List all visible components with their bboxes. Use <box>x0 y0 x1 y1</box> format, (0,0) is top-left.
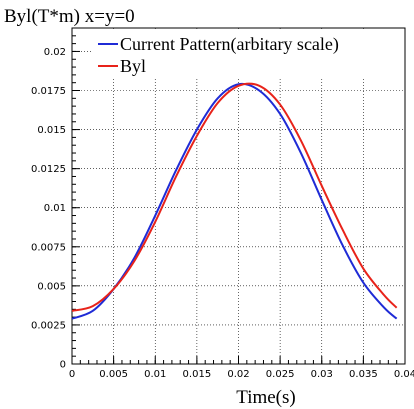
y-tick-label: 0.0175 <box>31 86 66 97</box>
chart-title: Byl(T*m) x=y=0 <box>4 6 135 27</box>
x-tick-label: 0.015 <box>183 369 212 380</box>
axes: 0 0.005 0.01 0.015 0.02 0.025 0.03 0.035 0.04 0 0.… <box>31 27 414 380</box>
grid <box>72 28 405 364</box>
series-line-0 <box>71 82 398 320</box>
x-tick-label: 0.025 <box>266 369 295 380</box>
x-axis-label: Time(s) <box>236 387 295 408</box>
x-tick-label: 0.02 <box>227 369 249 380</box>
y-tick-label: 0.02 <box>44 47 66 58</box>
x-tick-label: 0 <box>69 369 75 380</box>
x-tick-label: 0.03 <box>311 369 333 380</box>
series-line-1 <box>71 82 398 312</box>
legend-box <box>92 30 404 78</box>
y-tick-label: 0.0125 <box>31 164 66 175</box>
x-tick-label: 0.035 <box>349 369 378 380</box>
y-tick-label: 0.005 <box>37 281 66 292</box>
series-layer <box>71 82 398 320</box>
x-tick-label: 0.04 <box>394 369 414 380</box>
y-tick-label: 0.015 <box>37 125 66 136</box>
legend-label-1: Byl <box>120 56 146 76</box>
y-tick-label: 0 <box>60 360 66 371</box>
legend-label-0: Current Pattern(arbitary scale) <box>120 34 339 55</box>
y-tick-label: 0.01 <box>44 203 66 214</box>
y-tick-label: 0.0025 <box>31 320 66 331</box>
legend: Current Pattern(arbitary scale)Byl <box>92 30 404 78</box>
x-tick-label: 0.005 <box>99 369 128 380</box>
x-tick-label: 0.01 <box>144 369 166 380</box>
y-tick-label: 0.0075 <box>31 242 66 253</box>
